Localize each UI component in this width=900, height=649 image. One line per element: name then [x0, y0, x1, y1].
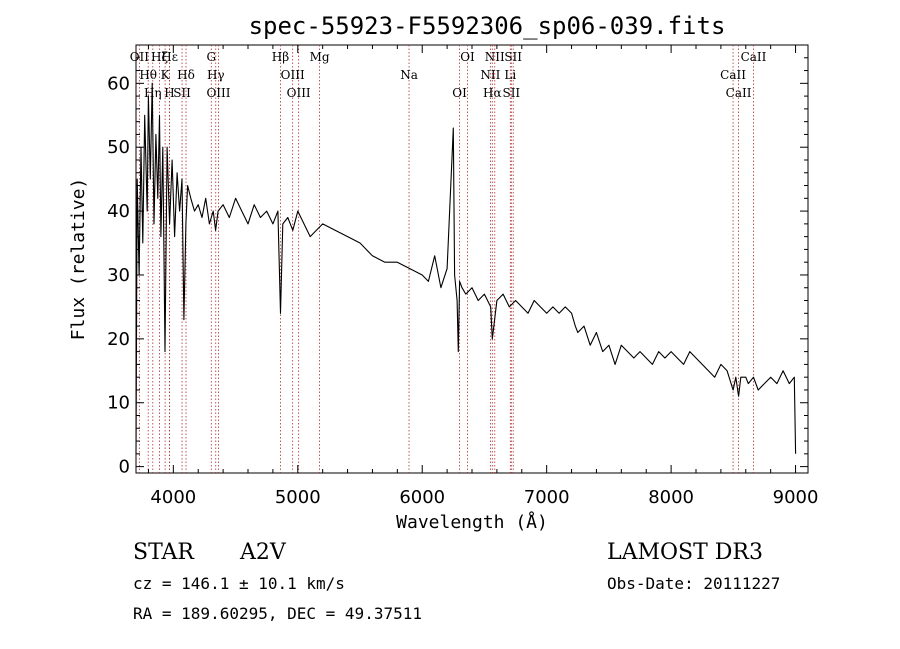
- line-marker-label: NII: [485, 50, 505, 64]
- x-tick-label: 8000: [648, 487, 694, 508]
- y-tick-label: 30: [107, 265, 130, 286]
- line-marker-label: Hα: [483, 86, 502, 100]
- x-tick-label: 6000: [399, 487, 445, 508]
- line-marker-label: SII: [504, 50, 522, 64]
- line-marker-label: OI: [452, 86, 467, 100]
- line-marker-label: NII: [480, 68, 500, 82]
- obs-date-text: Obs-Date: 20111227: [607, 574, 781, 593]
- survey-name: LAMOST DR3: [607, 540, 763, 565]
- plot-frame: [135, 44, 809, 474]
- line-marker-label: H: [164, 86, 174, 100]
- y-tick-label: 20: [107, 329, 130, 350]
- y-axis-label: Flux (relative): [68, 178, 89, 341]
- x-tick-label: 7000: [524, 487, 570, 508]
- spectrum-series-line: [135, 82, 797, 454]
- line-marker-label: OIII: [287, 86, 311, 100]
- chart-title: spec-55923-F5592306_sp06-039.fits: [249, 12, 726, 40]
- line-marker-label: CaII: [741, 50, 767, 64]
- x-tick-label: 4000: [150, 487, 196, 508]
- object-class: STAR: [133, 540, 194, 565]
- line-marker-label: Mg: [310, 50, 330, 64]
- line-marker-label: OI: [460, 50, 475, 64]
- line-marker-label: Hθ: [139, 68, 157, 82]
- line-marker-label: Na: [400, 68, 418, 82]
- object-subclass: A2V: [240, 540, 286, 565]
- line-marker-label: OII: [130, 50, 150, 64]
- y-tick-label: 50: [107, 137, 130, 158]
- line-marker-label: G: [206, 50, 216, 64]
- x-tick-label: 9000: [773, 487, 819, 508]
- line-marker-label: Hγ: [207, 68, 225, 82]
- line-marker-label: Hβ: [272, 50, 289, 64]
- line-marker-label: SII: [173, 86, 191, 100]
- line-marker-label: CaII: [720, 68, 746, 82]
- y-tick-label: 60: [107, 73, 130, 94]
- line-marker-label: Hζ: [151, 50, 168, 64]
- line-marker-label: K: [161, 68, 171, 82]
- coordinates-text: RA = 189.60295, DEC = 49.37511: [133, 604, 422, 623]
- line-marker-label: Hε: [161, 50, 178, 64]
- line-marker-label: Li: [504, 68, 516, 82]
- y-tick-label: 10: [107, 393, 130, 414]
- line-marker-label: OIII: [206, 86, 230, 100]
- y-tick-label: 0: [119, 457, 130, 478]
- x-axis-label: Wavelength (Å): [396, 511, 548, 533]
- redshift-text: cz = 146.1 ± 10.1 km/s: [133, 574, 345, 593]
- line-marker-label: OIII: [281, 68, 305, 82]
- y-tick-label: 40: [107, 201, 130, 222]
- line-marker-label: CaII: [726, 86, 752, 100]
- line-marker-label: SII: [502, 86, 520, 100]
- line-marker-label: Hδ: [177, 68, 195, 82]
- x-tick-label: 5000: [275, 487, 321, 508]
